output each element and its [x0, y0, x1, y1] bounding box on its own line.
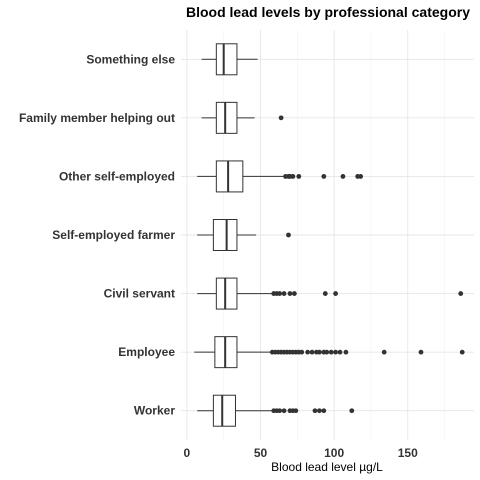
- x-axis-title: Blood lead level µg/L: [271, 460, 383, 474]
- outlier-point: [321, 408, 327, 414]
- outlier-point: [317, 349, 322, 355]
- category-label: Self-employed farmer: [52, 228, 175, 242]
- box-iqr: [212, 219, 238, 251]
- outlier-point: [458, 291, 464, 296]
- category-label: Other self-employed: [59, 169, 175, 183]
- outlier-point: [333, 349, 338, 355]
- outlier-point: [317, 408, 322, 414]
- outlier-point: [337, 349, 343, 355]
- category-label: Something else: [86, 52, 175, 66]
- outlier-point: [290, 174, 296, 179]
- x-tick-label: 50: [254, 446, 268, 460]
- outlier-point: [293, 408, 299, 414]
- outlier-point: [299, 349, 305, 355]
- outlier-point: [286, 232, 291, 238]
- boxplot-something-else: [201, 43, 258, 76]
- outlier-point: [459, 349, 465, 355]
- outlier-point: [287, 291, 293, 296]
- outlier-point: [358, 174, 364, 179]
- category-labels: Something else Family member helping out O…: [19, 52, 175, 417]
- outlier-point: [321, 174, 327, 179]
- boxplot-family-member-helping-out: [201, 101, 284, 134]
- outlier-point: [281, 408, 287, 414]
- outlier-point: [418, 349, 424, 355]
- category-label: Employee: [118, 345, 175, 359]
- box-iqr: [215, 101, 238, 134]
- outlier-point: [309, 349, 315, 355]
- boxplot-worker: [197, 394, 355, 427]
- x-tick-label: 150: [398, 446, 418, 460]
- boxplot-other-self-employed: [197, 160, 364, 193]
- boxplot-employee: [194, 336, 465, 369]
- outlier-point: [340, 174, 346, 179]
- category-label: Civil servant: [104, 287, 175, 301]
- outlier-point: [281, 291, 287, 296]
- category-label: Family member helping out: [19, 111, 175, 125]
- outlier-point: [277, 408, 283, 414]
- boxplot-self-employed-farmer: [197, 219, 291, 251]
- x-tick-label: 100: [324, 446, 344, 460]
- box-iqr: [215, 277, 238, 310]
- outlier-point: [277, 291, 283, 296]
- outlier-point: [291, 291, 297, 296]
- outlier-point: [296, 174, 302, 179]
- box-iqr: [212, 394, 236, 427]
- outlier-point: [312, 408, 318, 414]
- outlier-point: [305, 349, 311, 355]
- outlier-point: [349, 408, 355, 414]
- outlier-point: [381, 349, 387, 355]
- category-label: Worker: [134, 404, 175, 418]
- boxplots: [194, 43, 465, 427]
- box-iqr: [215, 43, 238, 76]
- outlier-point: [322, 291, 328, 296]
- chart-title: Blood lead levels by professional catego…: [186, 4, 470, 20]
- outlier-point: [328, 349, 334, 355]
- x-tick-labels: 0 50 100 150: [184, 446, 419, 460]
- outlier-point: [333, 291, 338, 296]
- box-iqr: [215, 160, 244, 193]
- outlier-point: [343, 349, 349, 355]
- outlier-point: [278, 115, 284, 121]
- x-tick-label: 0: [184, 446, 191, 460]
- boxplot-civil-servant: [197, 277, 464, 310]
- outlier-point: [324, 349, 330, 355]
